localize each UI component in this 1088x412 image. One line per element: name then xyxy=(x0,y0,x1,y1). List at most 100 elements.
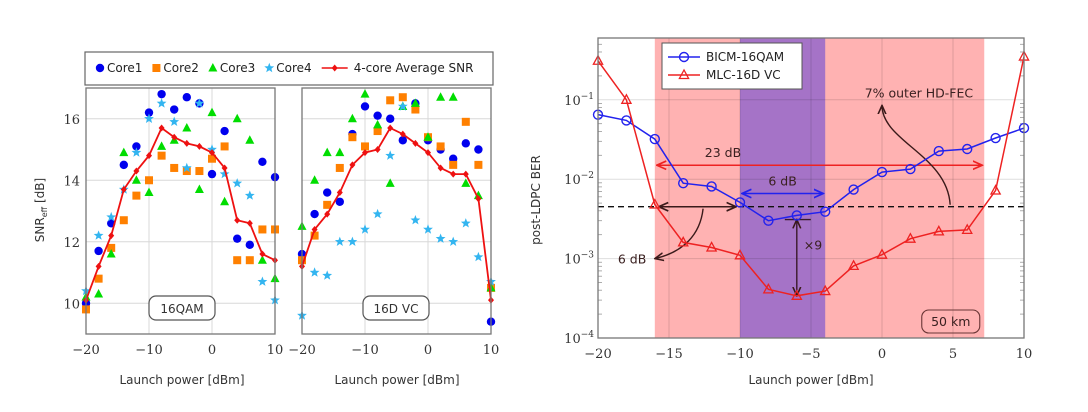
data-point xyxy=(373,119,383,129)
data-point xyxy=(335,197,344,206)
x-tick-label: 0 xyxy=(878,347,886,362)
data-point xyxy=(385,150,396,160)
data-point xyxy=(387,124,394,132)
data-point xyxy=(221,164,228,172)
data-point xyxy=(258,225,267,234)
data-point xyxy=(208,154,216,163)
data-point xyxy=(820,206,831,217)
series-core4 xyxy=(297,101,496,320)
data-point xyxy=(259,250,266,258)
data-point xyxy=(847,259,860,271)
distance-label: 50 km xyxy=(931,314,970,329)
data-point xyxy=(649,198,661,209)
data-point xyxy=(220,142,229,151)
data-point xyxy=(182,167,191,176)
x-tick-label: −10 xyxy=(135,343,162,358)
y-tick-label: 10−3 xyxy=(564,251,594,268)
data-point xyxy=(398,136,407,145)
x-tick-label: −15 xyxy=(655,347,682,362)
legend-ber: BICM-16QAM MLC-16D VC xyxy=(661,42,803,90)
data-point xyxy=(323,188,332,197)
data-point xyxy=(157,151,166,160)
data-point xyxy=(157,89,166,99)
data-point xyxy=(170,163,179,172)
x-axis-label-right: Launch power [dBm] xyxy=(748,373,873,387)
data-point xyxy=(144,187,154,197)
data-point xyxy=(473,190,483,200)
data-point xyxy=(207,169,217,179)
data-point xyxy=(132,142,141,151)
data-point xyxy=(348,133,357,142)
plot-area xyxy=(302,88,491,334)
legend-label: MLC-16D VC xyxy=(706,68,781,82)
plot-frame xyxy=(301,87,492,335)
x-tick-label: 5 xyxy=(949,347,957,362)
data-point xyxy=(219,168,230,179)
data-point xyxy=(473,251,484,262)
modulation-label: 16D VC xyxy=(374,302,419,316)
span-label-23db: 23 dB xyxy=(705,145,741,160)
data-point xyxy=(876,166,888,178)
data-point xyxy=(990,132,1001,144)
data-point xyxy=(245,256,254,265)
legend-marker xyxy=(678,68,690,80)
data-point xyxy=(183,139,190,147)
data-point xyxy=(848,184,859,195)
data-point xyxy=(106,249,116,258)
y-label-main: SNR xyxy=(33,217,47,242)
data-point xyxy=(933,145,944,157)
data-point xyxy=(310,209,319,219)
data-point xyxy=(347,113,357,123)
data-point xyxy=(107,243,116,252)
y-tick-label: 10−1 xyxy=(564,92,594,109)
x-tick-label: −10 xyxy=(726,347,753,362)
data-point xyxy=(386,96,395,105)
data-point xyxy=(436,142,445,151)
y-tick-label: 14 xyxy=(63,174,80,189)
x-tick-label: 10 xyxy=(483,343,500,358)
data-point xyxy=(131,147,142,157)
data-point xyxy=(436,92,446,101)
legend-marker-core2 xyxy=(152,64,161,72)
distance-label-box xyxy=(921,309,981,334)
x-tick-label: −5 xyxy=(801,347,820,362)
data-point xyxy=(398,93,407,102)
data-point xyxy=(233,234,242,243)
data-point xyxy=(763,215,774,226)
series-core3 xyxy=(81,107,280,301)
data-point xyxy=(94,246,103,256)
y-tick-label: 10−4 xyxy=(564,330,594,347)
data-point xyxy=(734,197,746,208)
data-point xyxy=(475,195,482,203)
data-point xyxy=(373,127,382,136)
legend-marker xyxy=(678,51,690,63)
data-point xyxy=(620,93,633,104)
data-point xyxy=(450,170,457,178)
callout-arrow-fec xyxy=(882,105,951,205)
series-core1 xyxy=(297,99,496,326)
plot-frame xyxy=(597,37,1025,339)
panel-16qam: −20 −10 0 10 10 12 14 16 16QAM xyxy=(63,87,283,358)
legend-label-core4: Core4 xyxy=(276,61,311,75)
data-point xyxy=(220,126,229,136)
data-point xyxy=(207,144,217,154)
data-point xyxy=(119,147,129,157)
plot-frame xyxy=(85,87,276,335)
legend-top: Core1 Core2 Core3 Core4 4-core Average SNR xyxy=(84,51,494,86)
series-mlc-16d-vc xyxy=(592,50,1030,300)
data-point xyxy=(258,157,267,166)
data-point xyxy=(322,270,333,280)
data-point xyxy=(145,176,153,185)
data-point xyxy=(448,236,459,246)
fec-label: 7% outer HD-FEC xyxy=(865,86,974,101)
y-tick-label: 16 xyxy=(63,113,80,128)
y-tick-label: 10 xyxy=(63,297,80,312)
data-point xyxy=(962,143,973,155)
data-point xyxy=(322,147,332,157)
y-tick-label: 10−2 xyxy=(564,171,594,188)
x-tick-label: 10 xyxy=(1016,347,1033,362)
modulation-label: 16QAM xyxy=(160,302,203,316)
data-point xyxy=(323,200,332,209)
span-label-6db-fec: 6 dB xyxy=(618,252,646,267)
data-point xyxy=(410,215,421,225)
